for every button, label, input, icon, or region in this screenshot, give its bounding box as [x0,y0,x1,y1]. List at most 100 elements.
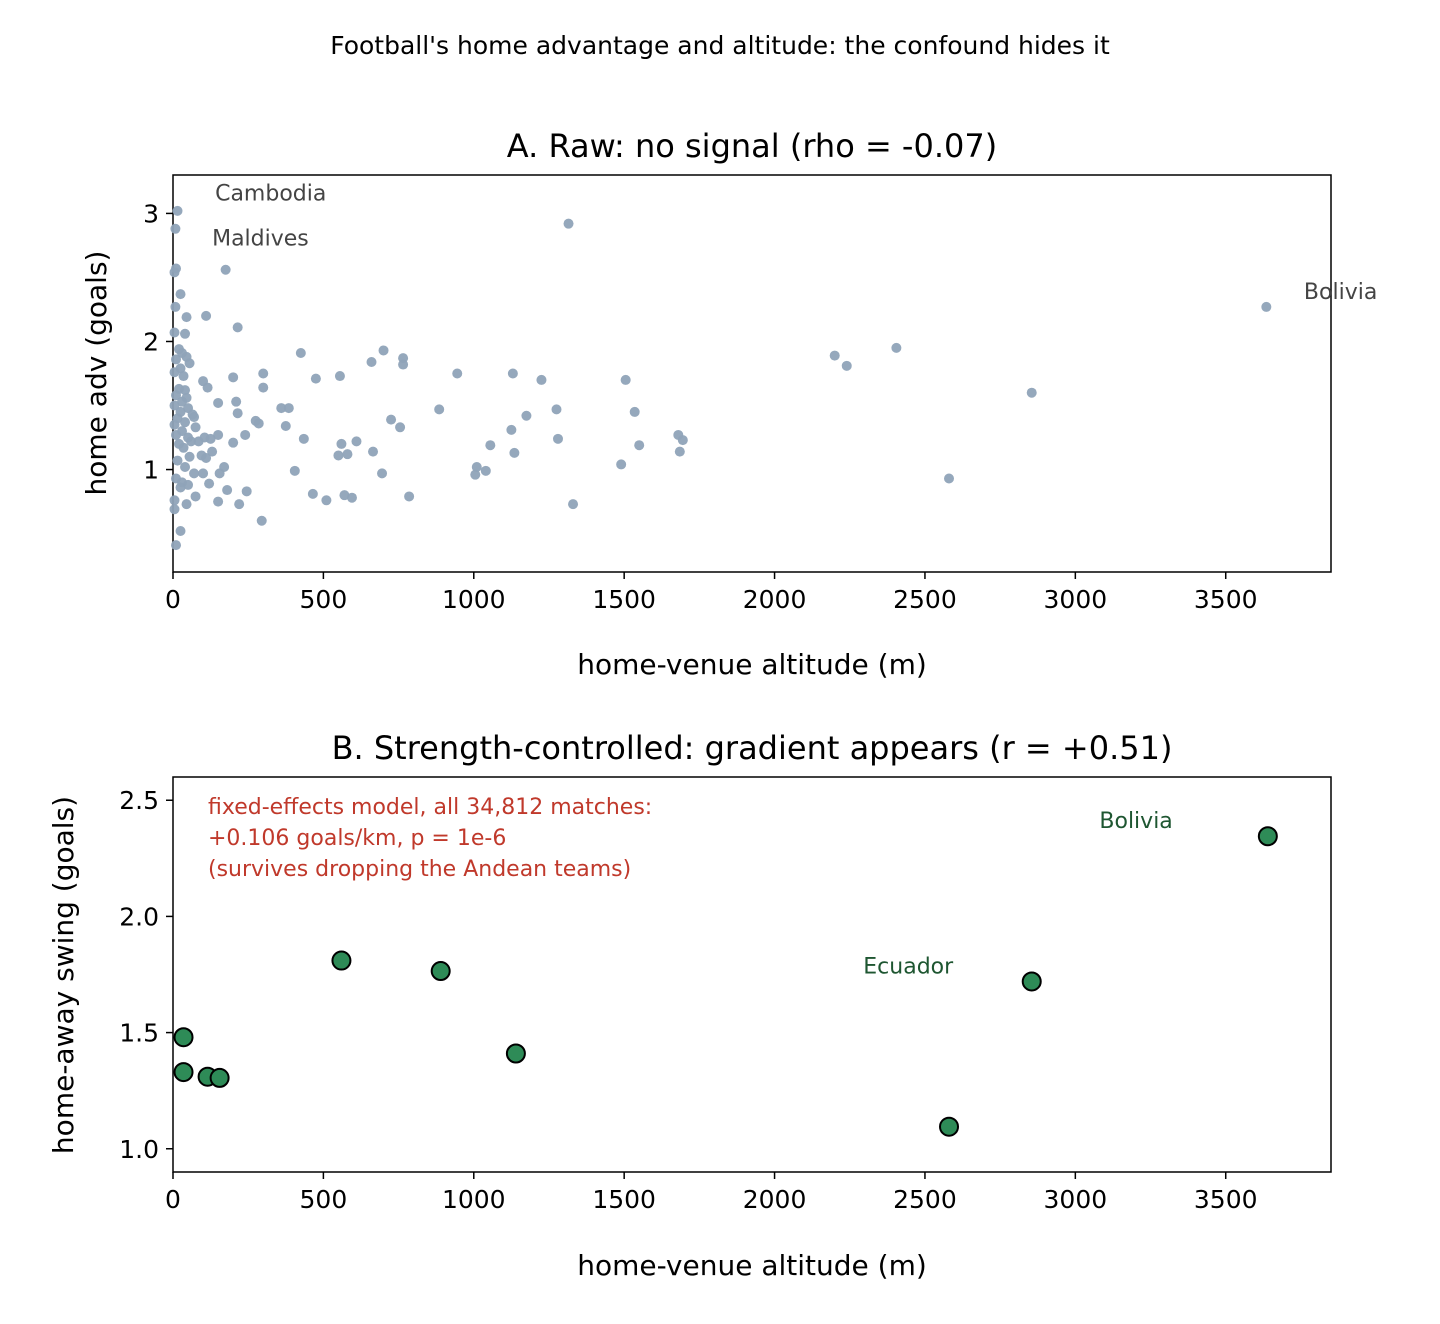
data-point [220,264,231,275]
data-point [634,440,645,451]
point-annotation: Ecuador [863,954,954,979]
x-tick-label: 2500 [893,585,957,614]
model-note-line: (survives dropping the Andean teams) [208,857,631,882]
point-annotation: Bolivia [1099,809,1172,834]
data-point [180,328,191,339]
x-tick-label: 500 [300,585,348,614]
panel-b-title: B. Strength-controlled: gradient appears… [332,729,1173,767]
x-tick-label: 1500 [592,1185,656,1214]
data-point [172,205,183,216]
data-point [563,218,574,229]
data-point [190,491,201,502]
panel-a-ylabel: home adv (goals) [80,251,113,496]
x-tick-label: 3500 [1194,585,1258,614]
data-point [180,417,191,428]
data-point [189,412,200,423]
data-point [336,438,347,449]
data-point [430,961,451,982]
data-point [536,374,547,385]
data-point [342,449,353,460]
y-tick-label: 3 [143,199,159,228]
data-point [841,360,852,371]
data-point [228,437,239,448]
data-point [202,382,213,393]
x-tick-label: 3500 [1194,1185,1258,1214]
data-point [183,479,194,490]
y-tick-label: 1.5 [119,1019,159,1048]
panel-b-xlabel: home-venue altitude (m) [577,1249,927,1282]
data-point [944,473,955,484]
data-point [470,469,481,480]
data-point [228,372,239,383]
data-point [351,436,362,447]
data-point [434,404,445,415]
data-point [189,468,200,479]
data-point [241,486,252,497]
data-point [173,1027,194,1048]
x-tick-label: 0 [165,1185,181,1214]
data-point [366,356,377,367]
data-point [829,350,840,361]
x-tick-label: 2500 [893,1185,957,1214]
data-point [283,403,294,414]
x-tick-label: 1000 [442,1185,506,1214]
data-point [209,1067,230,1088]
data-point [339,490,350,501]
data-point [178,442,189,453]
panel-a-xlabel: home-venue altitude (m) [577,648,927,681]
data-point [171,540,182,551]
panel-b-strength-controlled: B. Strength-controlled: gradient appears… [47,729,1332,1282]
data-point [485,440,496,451]
data-point [201,310,212,321]
data-point [184,358,195,369]
data-point [169,495,180,506]
data-point [331,950,352,971]
data-point [181,312,192,323]
data-point [321,495,332,506]
data-point [310,373,321,384]
point-annotation: Cambodia [215,182,326,207]
data-point [677,435,688,446]
data-point [201,453,212,464]
data-point [616,459,627,470]
x-tick-label: 3000 [1044,1185,1108,1214]
data-point [307,488,318,499]
data-point [169,327,180,338]
data-point [253,418,264,429]
data-point [180,461,191,472]
point-annotation: Bolivia [1304,280,1377,305]
data-point [471,461,482,472]
data-point [213,496,224,507]
x-tick-label: 500 [300,1185,348,1214]
data-point [181,499,192,510]
data-point [240,429,251,440]
data-point [173,1062,194,1083]
x-tick-label: 0 [165,585,181,614]
y-tick-label: 1 [143,456,159,485]
data-point [620,374,631,385]
data-point [891,342,902,353]
y-tick-label: 1.0 [119,1135,159,1164]
data-point [184,451,195,462]
data-point [280,421,291,432]
data-point [509,447,520,458]
data-point [674,446,685,457]
data-point [171,354,182,365]
data-point [295,348,306,359]
data-point [551,404,562,415]
x-tick-label: 1500 [592,585,656,614]
data-point [175,482,186,493]
data-point [568,499,579,510]
data-point [629,406,640,417]
data-point [552,433,563,444]
data-point [190,422,201,433]
data-point [377,468,388,479]
figure-suptitle: Football's home advantage and altitude: … [330,31,1110,60]
data-point [213,397,224,408]
data-point [171,390,182,401]
data-point [205,433,216,444]
data-point [1021,971,1042,992]
data-point [169,504,180,515]
data-point [507,368,518,379]
